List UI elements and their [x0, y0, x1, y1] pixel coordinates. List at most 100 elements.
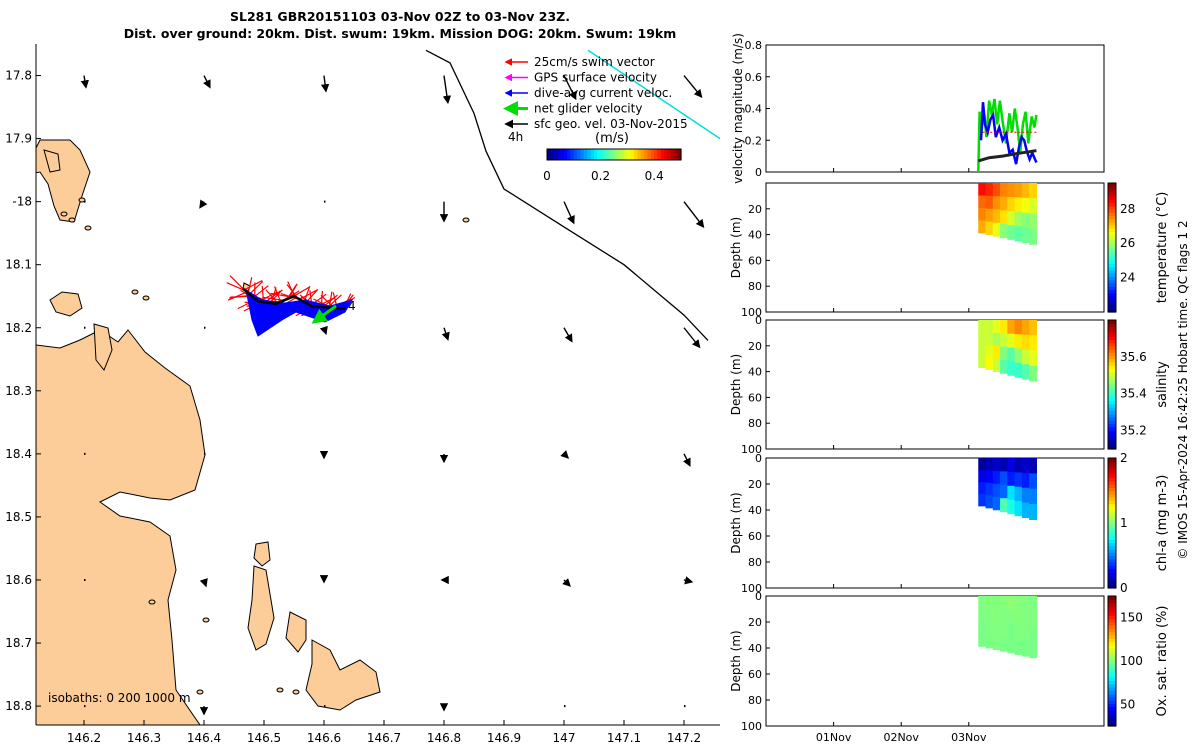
swim-vector — [244, 280, 263, 291]
section-colorbar-cell — [1108, 355, 1116, 360]
section-colorbar-cell — [1108, 628, 1116, 633]
section-colorbar-cell — [1108, 519, 1116, 524]
section-colorbar-tick: 35.4 — [1120, 387, 1147, 401]
section-cell — [1029, 488, 1037, 505]
colorbar-cell — [660, 149, 665, 160]
velocity-y-tick-label: 0.2 — [745, 134, 763, 147]
colorbar-cell — [593, 149, 598, 160]
islet — [462, 217, 470, 223]
section-cell — [1000, 498, 1008, 513]
sfc-vector — [441, 327, 450, 341]
section-cell — [985, 221, 994, 236]
section-cell — [985, 320, 994, 333]
section-colorbar-cell — [1108, 419, 1116, 424]
section-colorbar-cell — [1108, 539, 1116, 544]
colorbar-cell — [597, 149, 602, 160]
section-colorbar-cell — [1108, 503, 1116, 508]
islet — [276, 687, 284, 693]
section-cell — [985, 208, 994, 223]
section-colorbar-cell — [1108, 208, 1116, 213]
section-cell — [1007, 485, 1016, 501]
section-cell — [992, 596, 1001, 610]
section-cell — [985, 357, 994, 370]
colorbar-cell — [647, 149, 652, 160]
section-colorbar-cell — [1108, 644, 1116, 649]
section-y-tick-label: 100 — [741, 720, 762, 733]
section-colorbar-cell — [1108, 596, 1116, 600]
colorbar-cell — [577, 149, 582, 160]
section-colorbar-cell — [1108, 631, 1116, 636]
section-colorbar-cell — [1108, 286, 1116, 291]
section-cell — [978, 481, 987, 495]
section-colorbar-cell — [1108, 228, 1116, 232]
section-cell — [1014, 348, 1023, 364]
section-y-tick-label: 60 — [748, 530, 762, 543]
map-colorbar-tick: 0 — [543, 169, 551, 183]
section-y-tick-label: 40 — [748, 504, 762, 517]
section-colorbar-cell — [1108, 654, 1116, 659]
colorbar-cell — [607, 149, 612, 160]
section-colorbar-cell — [1108, 202, 1116, 207]
section-cell — [978, 608, 987, 622]
map-x-tick-label: 146.2 — [67, 731, 101, 745]
map-y-tick-label: 18.8 — [5, 699, 32, 713]
section-colorbar-cell — [1108, 493, 1116, 498]
map-y-tick-label: 18.3 — [5, 384, 32, 398]
islet — [142, 295, 150, 301]
section-colorbar-cell — [1108, 713, 1116, 717]
section-y-tick-label: 100 — [741, 306, 762, 319]
section-colorbar-cell — [1108, 680, 1116, 685]
section-cell — [1021, 610, 1030, 627]
land-polygon — [247, 565, 275, 651]
section-colorbar-cell — [1108, 529, 1116, 534]
section-colorbar-cell — [1108, 575, 1116, 579]
section-y-tick-label: 60 — [748, 254, 762, 267]
section-colorbar-cell — [1108, 407, 1116, 411]
section-cell — [992, 183, 1001, 197]
section-cell — [1029, 198, 1037, 215]
oxygen-section-frame — [765, 595, 1105, 727]
section-cell — [985, 634, 994, 649]
section-colorbar-cell — [1108, 622, 1116, 626]
section-cell — [1000, 223, 1008, 239]
section-cell — [992, 196, 1001, 211]
section-colorbar-cell — [1108, 609, 1116, 613]
sfc-vector — [563, 327, 573, 343]
colorbar-cell — [674, 149, 679, 160]
section-colorbar-frame — [1107, 595, 1117, 727]
colorbar-cell — [587, 149, 592, 160]
section-colorbar-cell — [1108, 625, 1116, 630]
section-colorbar-cell — [1108, 612, 1116, 617]
swim-vector — [229, 275, 244, 290]
map-y-tick-label: 18.5 — [5, 510, 32, 524]
section-colorbar-cell — [1108, 410, 1116, 415]
copyright-text: © IMOS 15-Apr-2024 16:42:25 Hobart time.… — [1176, 220, 1190, 559]
section-colorbar-cell — [1108, 513, 1116, 518]
section-y-tick-label: 0 — [755, 314, 762, 327]
section-colorbar-cell — [1108, 218, 1116, 223]
salinity-section-frame — [765, 319, 1105, 450]
section-cell — [985, 470, 994, 484]
section-colorbar-cell — [1108, 618, 1116, 623]
section-cell — [992, 458, 1001, 472]
section-colorbar-cell — [1108, 432, 1116, 437]
section-colorbar-cell — [1108, 442, 1116, 447]
section-y-tick-label: 20 — [748, 203, 762, 216]
section-colorbar-tick: 50 — [1120, 697, 1135, 711]
section-colorbar-tick: 26 — [1120, 236, 1135, 250]
section-colorbar-tick: 2 — [1120, 451, 1128, 465]
section-cell — [1000, 458, 1008, 473]
section-cell — [1007, 638, 1016, 654]
section-cell — [1014, 183, 1023, 199]
section-colorbar-cell — [1108, 326, 1116, 331]
section-colorbar-cell — [1108, 279, 1116, 284]
section-colorbar-cell — [1108, 352, 1116, 357]
section-colorbar-cell — [1108, 416, 1116, 421]
section-cell — [1029, 596, 1037, 612]
section-colorbar-cell — [1108, 700, 1116, 704]
section-y-tick-label: 80 — [748, 417, 762, 430]
section-colorbar-cell — [1108, 195, 1116, 200]
map-x-tick-label: 147.1 — [607, 731, 641, 745]
section-colorbar-cell — [1108, 381, 1116, 386]
